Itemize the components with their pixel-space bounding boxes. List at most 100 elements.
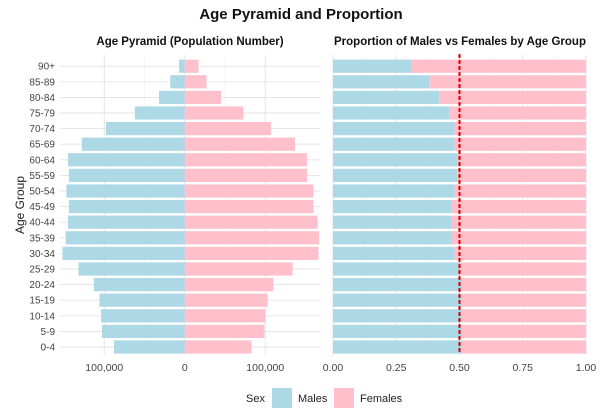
proportion-bar-females-50-54 [454,184,586,198]
pyramid-y-tick-label: 80-84 [29,93,55,104]
pyramid-x-tick-label: 100,000 [246,362,284,374]
pyramid-bar-females-15-19 [184,293,268,307]
pyramid-y-tick-label: 0-4 [41,343,56,354]
proportion-bar-males-50-54 [333,184,455,198]
pyramid-y-tick-label: 90+ [38,62,55,73]
pyramid-bar-males-45-49 [68,200,185,214]
pyramid-bar-males-80-84 [159,90,185,104]
proportion-bar-females-70-74 [454,122,586,136]
pyramid-y-tick-label: 35-39 [29,233,55,244]
pyramid-bar-males-85-89 [170,75,185,89]
pyramid-bar-females-85-89 [184,75,207,89]
pyramid-y-tick-label: 40-44 [29,218,55,229]
pyramid-y-tick-label: 50-54 [29,187,55,198]
pyramid-bar-males-55-59 [68,168,185,182]
pyramid-bar-females-50-54 [184,184,314,198]
pyramid-bar-females-65-69 [184,137,296,151]
proportion-bar-females-15-19 [462,293,586,307]
pyramid-bar-males-0-4 [113,340,185,354]
proportion-x-tick-label: 0.75 [513,362,534,374]
pyramid-bar-females-70-74 [184,122,271,136]
proportion-bar-females-80-84 [439,90,586,104]
pyramid-bar-females-30-34 [184,246,319,260]
pyramid-bar-females-80-84 [184,90,221,104]
pyramid-bar-females-75-79 [184,106,244,120]
proportion-chart: 0.00 0.25 0.50 0.75 1.00 [323,53,597,374]
proportion-bar-males-75-79 [333,106,450,120]
pyramid-bar-females-0-4 [184,340,252,354]
charts-canvas: 100,000 0 100,000 0-4 5-9 10-14 15-19 20-24 25-2… [13,53,597,374]
pyramid-bar-females-25-29 [184,262,293,276]
pyramid-x-tick-label: 0 [182,362,188,374]
proportion-bar-males-45-49 [333,200,452,214]
proportion-bar-females-0-4 [462,340,586,354]
proportion-bar-males-80-84 [333,90,440,104]
pyramid-bar-females-20-24 [184,278,274,292]
pyramid-bar-males-30-34 [62,246,185,260]
pyramid-bar-females-10-14 [184,309,266,323]
proportion-bar-females-30-34 [454,246,586,260]
proportion-bar-males-0-4 [333,340,463,354]
proportion-bar-males-20-24 [333,278,463,292]
proportion-x-tick-label: 0.25 [386,362,407,374]
legend-key-males [272,388,292,408]
pyramid-bar-males-50-54 [66,184,185,198]
legend-title: Sex [246,393,265,405]
proportion-bar-females-90+ [411,59,586,73]
pyramid-bar-males-90+ [179,59,185,73]
legend-label-females: Females [360,393,403,405]
pyramid-bar-males-60-64 [68,153,185,167]
legend-label-males: Males [298,393,328,405]
proportion-bar-males-65-69 [333,137,455,151]
pyramid-bar-males-10-14 [101,309,185,323]
proportion-x-tick-label: 0.50 [449,362,470,374]
proportion-bar-females-5-9 [462,324,586,338]
pyramid-y-tick-label: 20-24 [29,280,55,291]
pyramid-bar-males-70-74 [105,122,185,136]
proportion-bar-males-90+ [333,59,412,73]
pyramid-bar-males-25-29 [78,262,185,276]
legend-key-females [334,388,354,408]
pyramid-bar-males-75-79 [134,106,185,120]
proportion-bar-males-15-19 [333,293,463,307]
proportion-bar-females-35-39 [451,231,586,245]
pyramid-bar-males-35-39 [65,231,185,245]
proportion-x-tick-label: 1.00 [576,362,597,374]
pyramid-bar-females-45-49 [184,200,314,214]
pyramid-bar-females-60-64 [184,153,308,167]
proportion-bar-males-25-29 [333,262,460,276]
pyramid-bar-males-5-9 [101,324,185,338]
pyramid-chart-title: Age Pyramid (Population Number) [96,36,284,48]
pyramid-bar-females-90+ [184,59,199,73]
proportion-bar-females-75-79 [449,106,586,120]
proportion-bar-females-65-69 [454,137,586,151]
proportion-bar-females-20-24 [462,278,586,292]
proportion-bar-females-45-49 [451,200,586,214]
proportion-bar-females-10-14 [462,309,586,323]
proportion-chart-title: Proportion of Males vs Females by Age Gr… [334,36,586,48]
pyramid-y-tick-label: 60-64 [29,155,55,166]
proportion-bar-males-35-39 [333,231,452,245]
pyramid-bar-males-65-69 [81,137,185,151]
y-axis-label: Age Group [13,176,27,234]
pyramid-bar-females-5-9 [184,324,265,338]
pyramid-bar-females-40-44 [184,215,318,229]
proportion-bar-males-60-64 [333,153,457,167]
legend: Sex Males Females [0,388,602,412]
proportion-bar-females-25-29 [459,262,586,276]
pyramid-bar-males-40-44 [68,215,185,229]
figure-title: Age Pyramid and Proportion [199,6,403,23]
pyramid-y-tick-label: 25-29 [29,265,55,276]
proportion-bar-males-30-34 [333,246,455,260]
proportion-bar-males-40-44 [333,215,452,229]
proportion-bar-females-60-64 [456,153,586,167]
pyramid-y-tick-label: 45-49 [29,202,55,213]
pyramid-y-tick-label: 30-34 [29,249,55,260]
pyramid-y-tick-label: 5-9 [41,327,56,338]
pyramid-y-tick-label: 55-59 [29,171,55,182]
pyramid-bar-males-15-19 [99,293,185,307]
proportion-bar-females-40-44 [451,215,586,229]
pyramid-bar-females-35-39 [184,231,320,245]
pyramid-y-tick-label: 75-79 [29,109,55,120]
